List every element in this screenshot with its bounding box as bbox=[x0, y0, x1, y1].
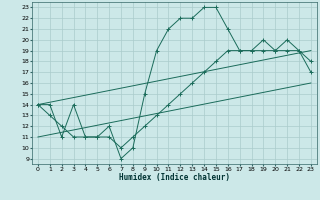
X-axis label: Humidex (Indice chaleur): Humidex (Indice chaleur) bbox=[119, 173, 230, 182]
